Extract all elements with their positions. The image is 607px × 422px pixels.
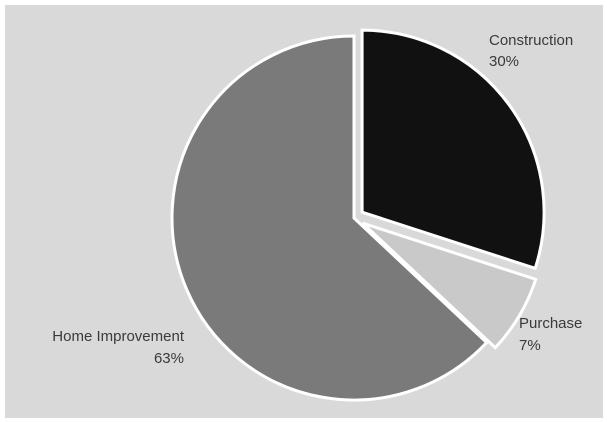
slice-label-home-improvement: Home Improvement xyxy=(52,328,185,345)
pie-chart-svg: Construction 30% Purchase 7% Home Improv… xyxy=(52,28,582,402)
slice-value-construction: 30% xyxy=(489,53,519,70)
pie-slice-construction xyxy=(360,28,546,271)
slice-value-home-improvement: 63% xyxy=(154,350,184,367)
slice-label-purchase: Purchase xyxy=(519,315,582,332)
slice-value-purchase: 7% xyxy=(519,337,541,354)
pie-slice-home-improvement xyxy=(170,34,489,402)
slice-label-construction: Construction xyxy=(489,32,573,49)
pie-slice-purchase xyxy=(361,221,538,350)
pie-chart: Construction 30% Purchase 7% Home Improv… xyxy=(5,5,603,418)
